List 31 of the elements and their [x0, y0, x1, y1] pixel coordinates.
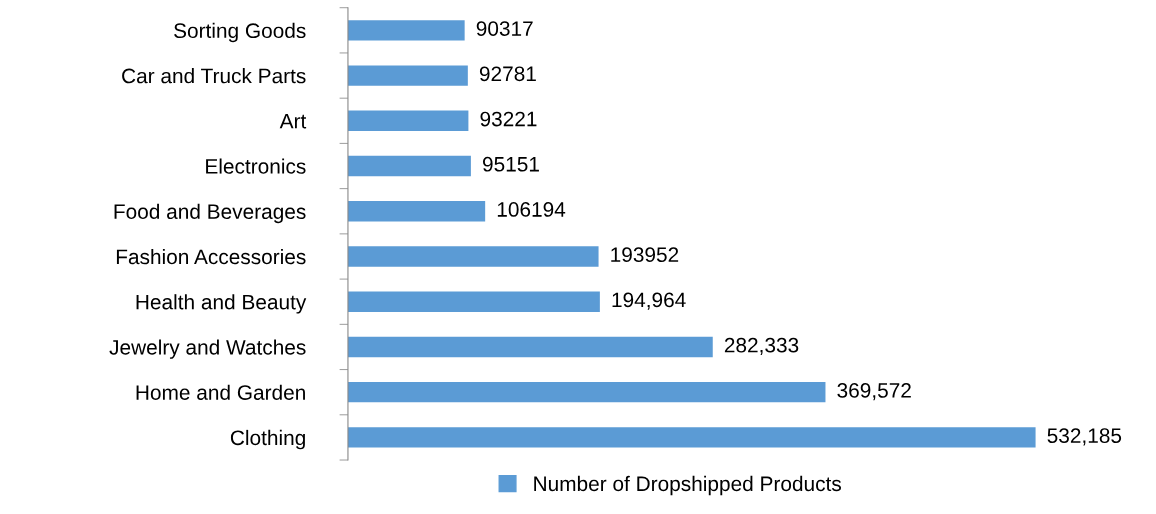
y-tick-label: Food and Beverages [114, 203, 306, 224]
bar [347, 20, 465, 41]
y-tick-label: Jewelry and Watches [109, 339, 306, 359]
bar [347, 336, 713, 358]
data-label: 369,572 [837, 383, 911, 401]
bar [347, 65, 468, 86]
bar [347, 382, 826, 403]
y-tick-label: Clothing [230, 429, 305, 450]
data-label: 532,185 [1047, 428, 1122, 446]
data-label: 194,964 [612, 292, 686, 310]
y-tick-label: Electronics [206, 158, 306, 174]
bar [347, 110, 469, 131]
data-label: 92781 [479, 66, 536, 82]
bar [347, 427, 1036, 448]
y-tick-label: Sorting Goods [174, 22, 306, 43]
bar [347, 155, 471, 177]
data-label: 95151 [482, 156, 539, 172]
bar [347, 246, 599, 267]
y-tick-label: Car and Truck Parts [122, 68, 306, 84]
data-label: 106194 [497, 202, 566, 217]
data-label: 282,333 [724, 337, 799, 355]
y-tick-label: Health and Beauty [136, 294, 307, 314]
bar [347, 201, 486, 222]
bar [347, 291, 600, 312]
y-tick-label: Art [279, 114, 307, 129]
data-label: 193952 [611, 247, 679, 263]
data-label: 90317 [476, 21, 533, 36]
y-tick-label: Home and Garden [136, 384, 305, 400]
legend-label: Number of Dropshipped Products [534, 475, 841, 496]
data-label: 93221 [480, 111, 537, 127]
y-tick-label: Fashion Accessories [116, 248, 306, 265]
